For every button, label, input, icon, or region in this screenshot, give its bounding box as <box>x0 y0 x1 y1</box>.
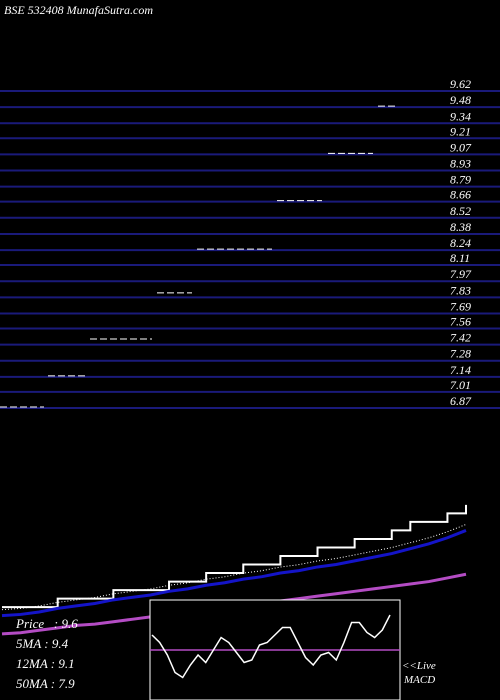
y-tick-label: 7.69 <box>450 299 471 313</box>
macd-panel <box>149 599 401 700</box>
y-tick-label: 8.38 <box>450 220 471 234</box>
ma50-stat: 50MA : 7.9 <box>16 676 75 691</box>
macd-live-label: <<Live <box>402 660 436 672</box>
y-tick-label: 8.11 <box>450 251 470 265</box>
y-tick-label: 7.42 <box>450 331 471 345</box>
y-axis-ticks: 9.62 9.48 9.349.21 9.07 8.93 8.798.66 8.52 8.38… <box>450 77 472 408</box>
y-tick-label: 7.28 <box>450 347 471 361</box>
y-tick-label: 8.93 <box>450 157 471 171</box>
y-tick-label: 7.97 <box>450 267 472 281</box>
y-tick-label: 7.83 <box>450 283 471 297</box>
price-grid <box>0 90 500 409</box>
site-title: BSE 532408 MunafaSutra.com <box>4 3 153 17</box>
y-tick-label: 9.48 <box>450 93 471 107</box>
series-price-line <box>2 504 467 609</box>
macd-title: MACD <box>404 674 436 686</box>
y-tick-label: 9.07 <box>450 140 472 154</box>
y-tick-label: 8.79 <box>450 173 471 187</box>
y-tick-label: 7.56 <box>450 314 471 328</box>
fast-ma-dotted-line <box>1 523 467 611</box>
ma5-stat: 5MA : 9.4 <box>16 636 69 651</box>
series-5ma-line <box>1 529 467 618</box>
macd-line <box>151 614 391 679</box>
y-tick-label: 8.52 <box>450 204 471 218</box>
y-tick-label: 7.01 <box>450 378 471 392</box>
price-stat: Price : 9.6 <box>16 616 78 631</box>
y-tick-label: 9.34 <box>450 109 471 123</box>
y-tick-label: 9.21 <box>450 124 471 138</box>
y-tick-label: 8.24 <box>450 236 471 250</box>
y-tick-label: 9.62 <box>450 77 471 91</box>
price-level-markers <box>0 105 398 408</box>
y-tick-label: 6.87 <box>450 394 472 408</box>
ma12-stat: 12MA : 9.1 <box>16 656 75 671</box>
y-tick-label: 7.14 <box>450 363 471 377</box>
y-tick-label: 8.66 <box>450 188 471 202</box>
